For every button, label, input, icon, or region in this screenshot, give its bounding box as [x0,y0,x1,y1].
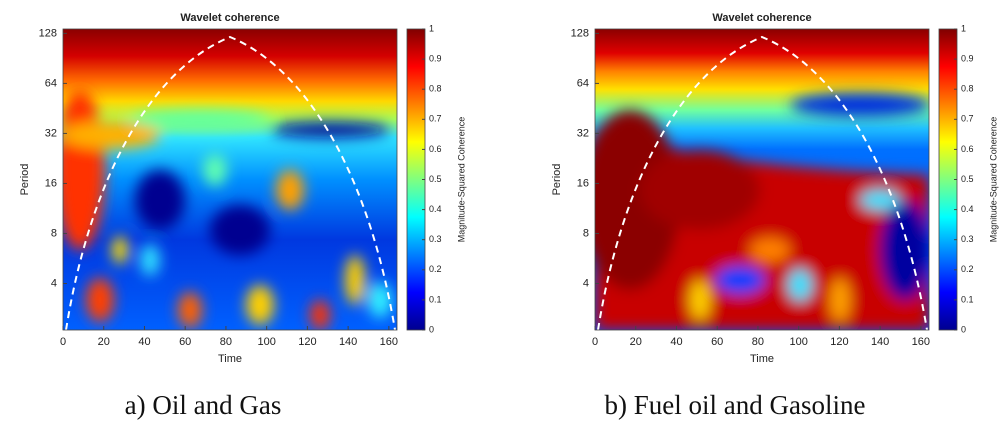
colorbar-tick-label: 0.3 [429,234,442,244]
x-tick-label: 40 [670,336,682,348]
x-tick-label: 100 [257,336,275,348]
x-tick-label: 160 [380,336,398,348]
y-tick-label: 4 [51,277,57,289]
x-tick-label: 20 [98,336,110,348]
y-tick-label: 32 [577,127,589,139]
colorbar-tick-label: 0.9 [429,53,442,63]
chart-title: Wavelet coherence [180,12,279,24]
colorbar-tick-label: 0.1 [961,294,974,304]
x-tick-label: 140 [339,336,357,348]
y-axis-label: Period [551,164,563,196]
x-tick-label: 80 [752,336,764,348]
y-tick-label: 4 [583,277,589,289]
colorbar-tick-label: 0.8 [429,84,442,94]
x-tick-label: 140 [871,336,889,348]
x-axis-label: Time [750,353,774,365]
colorbar-tick-label: 0.7 [429,114,442,124]
y-tick-label: 8 [51,227,57,239]
y-tick-label: 8 [583,227,589,239]
colorbar-label: Magnitude-Squared Coherence [988,117,998,243]
colorbar-tick-label: 0.6 [961,144,974,154]
y-tick-label: 64 [577,77,589,89]
colorbar-tick-label: 0.5 [429,174,442,184]
plot-frame [594,28,930,331]
y-tick-label: 16 [577,177,589,189]
x-tick-label: 60 [179,336,191,348]
x-tick-label: 160 [912,336,930,348]
y-tick-label: 128 [39,27,57,39]
colorbar-tick-label: 0.9 [961,53,974,63]
colorbar-tick-label: 1 [429,23,434,33]
y-tick-label: 32 [45,127,57,139]
x-tick-label: 120 [298,336,316,348]
y-tick-label: 128 [571,27,589,39]
x-tick-label: 0 [592,336,598,348]
x-tick-label: 20 [630,336,642,348]
y-tick-label: 64 [45,77,57,89]
colorbar-tick-label: 0.2 [429,264,442,274]
plot-frame [62,28,398,331]
chart-title: Wavelet coherence [712,12,811,24]
y-axis-label: Period [19,164,31,196]
x-tick-label: 100 [789,336,807,348]
colorbar-tick-label: 1 [961,23,966,33]
caption: a) Oil and Gas [125,390,282,420]
colorbar-tick-label: 0 [429,324,434,334]
colorbar-tick-label: 0 [961,324,966,334]
colorbar-label: Magnitude-Squared Coherence [456,117,466,243]
heatmap-image [63,29,397,330]
x-axis-label: Time [218,353,242,365]
x-tick-label: 40 [138,336,150,348]
x-tick-label: 120 [830,336,848,348]
x-tick-label: 60 [711,336,723,348]
colorbar-tick-label: 0.6 [429,144,442,154]
colorbar-tick-label: 0.5 [961,174,974,184]
caption: b) Fuel oil and Gasoline [605,390,866,420]
colorbar-tick-label: 0.2 [961,264,974,274]
colorbar-tick-label: 0.4 [429,204,442,214]
colorbar-tick-label: 0.4 [961,204,974,214]
colorbar-tick-label: 0.1 [429,294,442,304]
y-tick-label: 16 [45,177,57,189]
x-tick-label: 80 [220,336,232,348]
colorbar-tick-label: 0.7 [961,114,974,124]
colorbar-tick-label: 0.3 [961,234,974,244]
x-tick-label: 0 [60,336,66,348]
colorbar-tick-label: 0.8 [961,84,974,94]
heatmap-image [595,29,929,330]
